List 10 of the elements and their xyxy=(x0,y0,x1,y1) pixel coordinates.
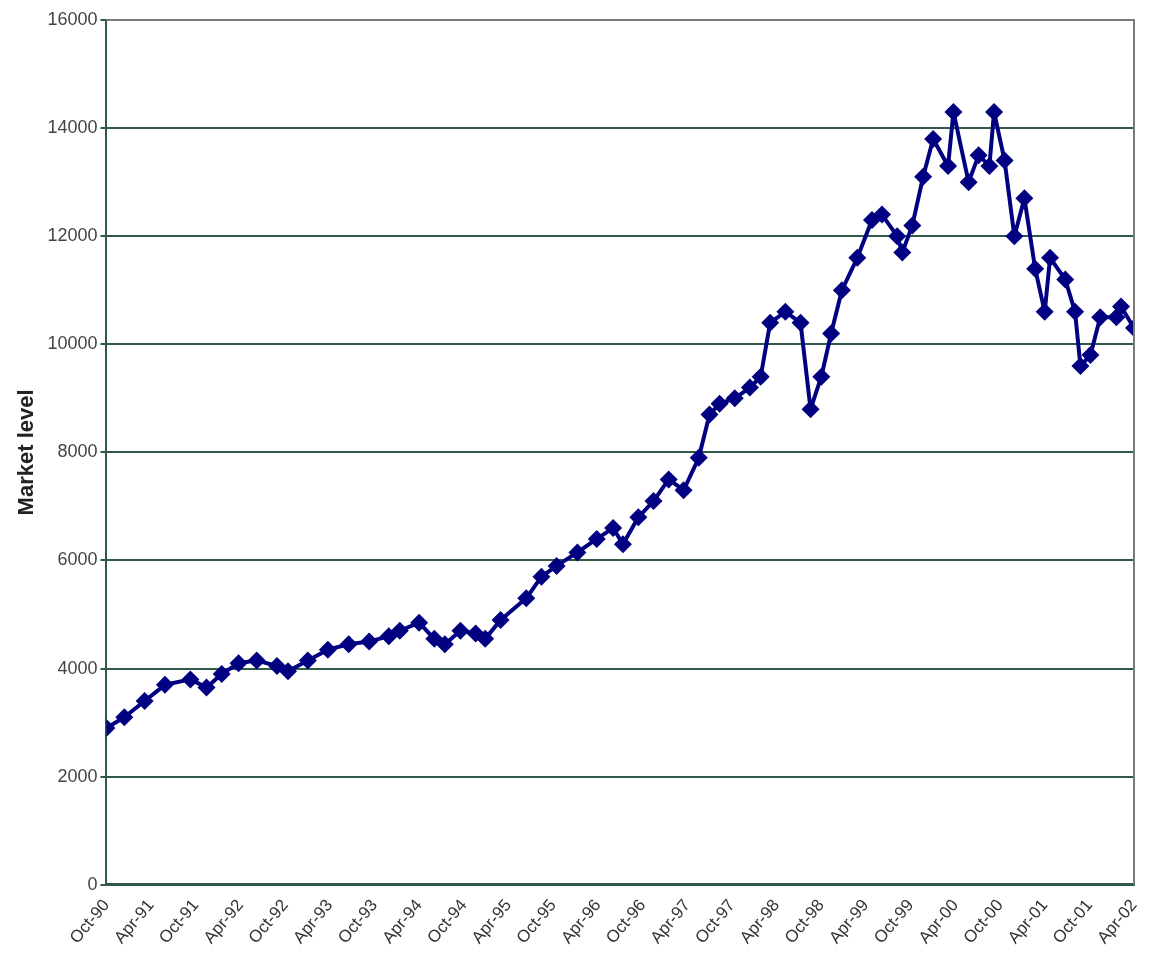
y-tick-label: 16000 xyxy=(47,8,98,29)
y-tick-label: 2000 xyxy=(57,765,98,786)
y-tick-label: 4000 xyxy=(57,657,98,678)
y-tick-label: 12000 xyxy=(47,225,98,246)
y-axis-title: Market level xyxy=(13,389,39,516)
y-tick-label: 6000 xyxy=(57,549,98,570)
y-tick-label: 10000 xyxy=(47,333,98,354)
y-tick-label: 0 xyxy=(87,873,98,894)
y-tick-label: 14000 xyxy=(47,117,98,138)
y-tick-label: 8000 xyxy=(57,441,98,462)
